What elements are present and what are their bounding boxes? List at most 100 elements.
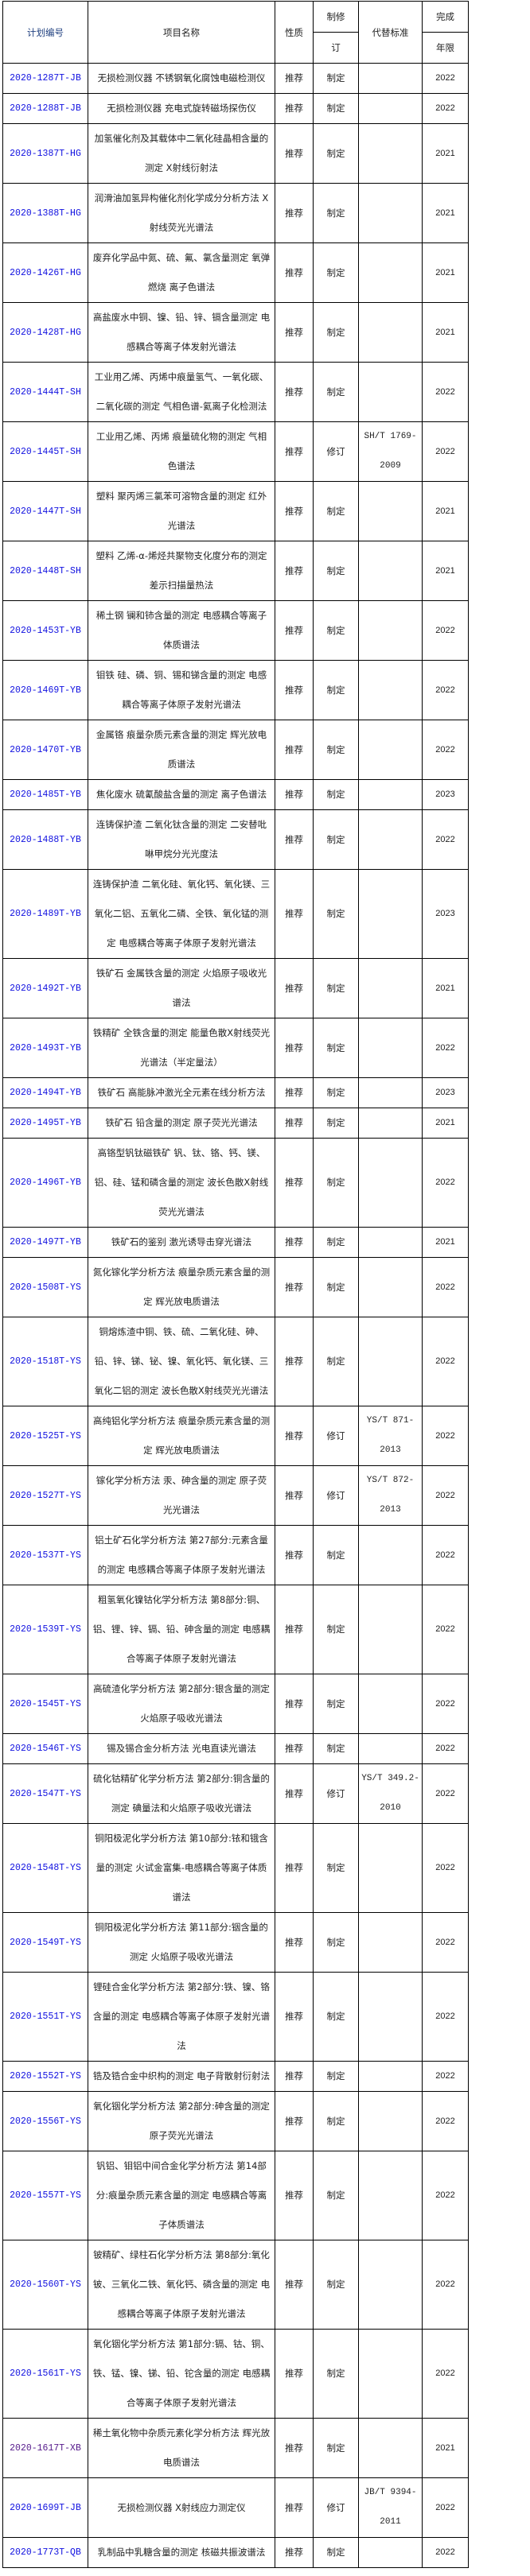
completion-year: 2022 (422, 1972, 469, 2062)
project-name-line: 差示扫描量热法 (149, 580, 214, 591)
project-name-line: 高纯铝化学分析方法 痕量杂质元素含量的测 (92, 1415, 271, 1426)
plan-code-link[interactable]: 2020-1537T-YS (2, 1525, 88, 1585)
plan-code-link[interactable]: 2020-1387T-HG (2, 123, 88, 184)
plan-code-link[interactable]: 2020-1497T-YB (2, 1227, 88, 1258)
completion-year: 2023 (422, 869, 469, 959)
table-row: 2020-1561T-YS 氧化铟化学分析方法 第1部分:镉、钴、铜、 铁、锰、镍、… (2, 2329, 469, 2419)
plan-code-link[interactable]: 2020-1287T-JB (2, 63, 88, 94)
project-name-line: 锂硅合金化学分析方法 第2部分:铁、镍、铬 (93, 1981, 270, 1992)
project-name-line: 焦化废水 硫氰酸盐含量的测定 离子色谱法 (95, 789, 267, 800)
plan-code-link[interactable]: 2020-1547T-YS (2, 1763, 88, 1824)
nature: 推荐 (275, 302, 314, 363)
project-name-line: 废弃化学品中氮、硫、氟、氯含量测定 氧弹 (92, 252, 271, 263)
project-name-line: 氧化铟化学分析方法 第2部分:砷含量的测定 (93, 2101, 270, 2112)
project-name-line: 光谱法 (167, 520, 196, 531)
plan-code-link[interactable]: 2020-1539T-YS (2, 1585, 88, 1674)
revision-type: 制定 (313, 1733, 359, 1764)
plan-code-link[interactable]: 2020-1546T-YS (2, 1733, 88, 1764)
replaced-standard (358, 2061, 423, 2092)
project-name: 铁矿石 金属铁含量的测定 火焰原子吸收光 谱法 (88, 958, 275, 1018)
plan-code-link[interactable]: 2020-1551T-YS (2, 1972, 88, 2062)
project-name-line: 铁矿石 铅含量的测定 原子荧光光谱法 (105, 1117, 258, 1128)
replaced-standard-line: YS/T 871- (366, 1416, 415, 1426)
project-name-line: 高盐废水中铜、镍、铅、锌、镉含量测定 电 (92, 312, 271, 323)
project-name: 铁矿石 高能脉冲激光全元素在线分析方法 (88, 1077, 275, 1108)
nature: 推荐 (275, 1972, 314, 2062)
plan-code-link[interactable]: 2020-1492T-YB (2, 958, 88, 1018)
nature: 推荐 (275, 2477, 314, 2538)
plan-code-link[interactable]: 2020-1485T-YB (2, 779, 88, 810)
project-name: 乳制品中乳糖含量的测定 核磁共振波谱法 (88, 2537, 275, 2568)
plan-code-link[interactable]: 2020-1388T-HG (2, 183, 88, 243)
nature: 推荐 (275, 1077, 314, 1108)
plan-code-link[interactable]: 2020-1469T-YB (2, 660, 88, 720)
project-name-line: 锆及锆合金中织构的测定 电子背散射衍射法 (92, 2070, 271, 2081)
plan-code-link[interactable]: 2020-1561T-YS (2, 2329, 88, 2419)
nature: 推荐 (275, 720, 314, 780)
plan-code-link[interactable]: 2020-1453T-YB (2, 600, 88, 661)
project-name-line: 镓化学分析方法 汞、砷含量的测定 原子荧 (95, 1475, 267, 1486)
plan-code-link[interactable]: 2020-1288T-JB (2, 93, 88, 124)
plan-code-link[interactable]: 2020-1699T-JB (2, 2477, 88, 2538)
plan-code-link[interactable]: 2020-1447T-SH (2, 481, 88, 541)
plan-code-link[interactable]: 2020-1560T-YS (2, 2240, 88, 2330)
plan-code-link[interactable]: 2020-1428T-HG (2, 302, 88, 363)
plan-code-link[interactable]: 2020-1518T-YS (2, 1317, 88, 1406)
plan-code-link[interactable]: 2020-1445T-SH (2, 421, 88, 482)
project-name-line: 感耦合等离子体原子发射光谱法 (117, 2308, 246, 2319)
plan-code-link[interactable]: 2020-1493T-YB (2, 1018, 88, 1078)
plan-code-link[interactable]: 2020-1525T-YS (2, 1406, 88, 1466)
completion-year: 2021 (422, 958, 469, 1018)
plan-code-link[interactable]: 2020-1548T-YS (2, 1823, 88, 1913)
plan-code-link[interactable]: 2020-1488T-YB (2, 809, 88, 870)
project-name: 高盐废水中铜、镍、铅、锌、镉含量测定 电感耦合等离子体发射光谱法 (88, 302, 275, 363)
replaced-standard: JB/T 9394- 2011 (358, 2477, 423, 2538)
plan-code-link[interactable]: 2020-1426T-HG (2, 242, 88, 303)
project-name: 高铬型钒钛磁铁矿 钒、钛、铬、钙、镁、 铝、硅、锰和磷含量的测定 波长色散X射线荧… (88, 1138, 275, 1228)
table-row: 2020-1453T-YB 稀土钢 镧和铈含量的测定 电感耦合等离子 体质谱法 推荐制… (2, 600, 469, 661)
project-name: 废弃化学品中氮、硫、氟、氯含量测定 氧弹 燃烧 离子色谱法 (88, 242, 275, 303)
nature: 推荐 (275, 660, 314, 720)
plan-code-link[interactable]: 2020-1556T-YS (2, 2091, 88, 2151)
project-name: 铍精矿、绿柱石化学分析方法 第8部分:氧化 铍、三氧化二铁、氧化钙、磷含量的测定 … (88, 2240, 275, 2330)
plan-code-link[interactable]: 2020-1444T-SH (2, 362, 88, 422)
completion-year: 2021 (422, 242, 469, 303)
completion-year: 2023 (422, 779, 469, 810)
plan-code-link[interactable]: 2020-1545T-YS (2, 1674, 88, 1734)
replaced-standard (358, 600, 423, 661)
plan-code-link[interactable]: 2020-1494T-YB (2, 1077, 88, 1108)
plan-code-link[interactable]: 2020-1489T-YB (2, 869, 88, 959)
completion-year: 2021 (422, 1227, 469, 1258)
plan-code-link[interactable]: 2020-1508T-YS (2, 1257, 88, 1317)
table-row: 2020-1492T-YB 铁矿石 金属铁含量的测定 火焰原子吸收光 谱法 推荐 制定 2… (2, 958, 469, 1018)
plan-code-link[interactable]: 2020-1773T-QB (2, 2537, 88, 2568)
plan-code-link[interactable]: 2020-1470T-YB (2, 720, 88, 780)
project-name-line: 法 (177, 2040, 186, 2051)
plan-code-link[interactable]: 2020-1552T-YS (2, 2061, 88, 2092)
project-name-line: 铝、锂、锌、镉、铅、砷含量的测定 电感耦 (92, 1624, 271, 1635)
plan-code-link[interactable]: 2020-1448T-SH (2, 541, 88, 601)
table-row: 2020-1552T-YS 锆及锆合金中织构的测定 电子背散射衍射法 推荐 制定 202… (2, 2061, 469, 2092)
plan-code-link[interactable]: 2020-1496T-YB (2, 1138, 88, 1228)
plan-code-link[interactable]: 2020-1549T-YS (2, 1912, 88, 1973)
plan-code-link[interactable]: 2020-1617T-XB (2, 2418, 88, 2478)
project-name-line: 色谱法 (167, 460, 196, 471)
plan-code-link[interactable]: 2020-1527T-YS (2, 1465, 88, 1526)
revision-type: 制定 (313, 183, 359, 243)
table-row: 2020-1773T-QB 乳制品中乳糖含量的测定 核磁共振波谱法 推荐 制定 2022 (2, 2537, 469, 2568)
header-plan-code: 计划编号 (2, 1, 88, 64)
replaced-standard: YS/T 872- 2013 (358, 1465, 423, 1526)
plan-code-link[interactable]: 2020-1557T-YS (2, 2151, 88, 2240)
completion-year: 2022 (422, 1733, 469, 1764)
nature: 推荐 (275, 1912, 314, 1973)
plan-code-link[interactable]: 2020-1495T-YB (2, 1108, 88, 1139)
replaced-standard (358, 2151, 423, 2240)
project-name: 氧化铟化学分析方法 第2部分:砷含量的测定 原子荧光光谱法 (88, 2091, 275, 2151)
header-year-top: 完成 (422, 1, 469, 33)
project-name-line: 塑料 乙烯-α-烯烃共聚物支化度分布的测定 (95, 550, 267, 561)
project-name-line: 火焰原子吸收光谱法 (140, 1713, 223, 1724)
nature: 推荐 (275, 541, 314, 601)
nature: 推荐 (275, 1733, 314, 1764)
completion-year: 2022 (422, 2240, 469, 2330)
replaced-standard (358, 1525, 423, 1585)
